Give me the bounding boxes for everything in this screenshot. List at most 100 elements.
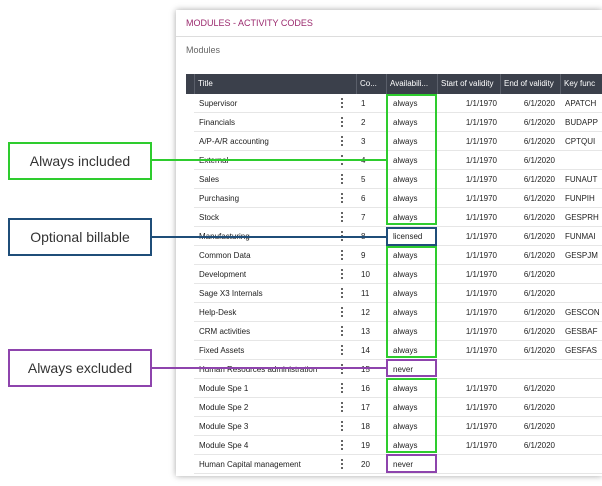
page-title: MODULES - ACTIVITY CODES	[186, 18, 313, 28]
menu-dot[interactable]	[341, 273, 343, 275]
table-cell: 6/1/2020	[523, 99, 555, 108]
menu-dot[interactable]	[341, 98, 343, 100]
menu-dot[interactable]	[341, 315, 343, 317]
menu-dot[interactable]	[341, 349, 343, 351]
table-cell: always	[393, 327, 418, 336]
table-cell: 9	[361, 251, 366, 260]
table-cell: 14	[361, 346, 370, 355]
table-cell: always	[393, 194, 418, 203]
menu-dot[interactable]	[341, 368, 343, 370]
table-cell: always	[393, 251, 418, 260]
menu-dot[interactable]	[341, 307, 343, 309]
menu-dot[interactable]	[341, 231, 343, 233]
table-cell: always	[393, 118, 418, 127]
column-header: Title	[194, 74, 356, 94]
table-cell: always	[393, 213, 418, 222]
table-cell: 1/1/1970	[465, 384, 497, 393]
menu-dot[interactable]	[341, 140, 343, 142]
menu-dot[interactable]	[341, 178, 343, 180]
menu-dot[interactable]	[341, 258, 343, 260]
table-cell	[560, 455, 602, 474]
menu-dot[interactable]	[341, 425, 343, 427]
table-cell: Human Resources administration	[199, 365, 318, 374]
menu-dot[interactable]	[341, 197, 343, 199]
table-cell	[500, 360, 560, 379]
menu-dot[interactable]	[341, 353, 343, 355]
table-cell: 15	[361, 365, 370, 374]
table-cell: always	[393, 384, 418, 393]
table-cell: always	[393, 346, 418, 355]
table-cell: never	[393, 460, 414, 469]
menu-dot[interactable]	[341, 387, 343, 389]
menu-dot[interactable]	[341, 402, 343, 404]
menu-dot[interactable]	[341, 345, 343, 347]
menu-dot[interactable]	[341, 410, 343, 412]
menu-dot[interactable]	[341, 463, 343, 465]
menu-dot[interactable]	[341, 239, 343, 241]
menu-dot[interactable]	[341, 467, 343, 469]
table-cell: 3	[361, 137, 366, 146]
table-cell: 1	[361, 99, 366, 108]
menu-dot[interactable]	[341, 372, 343, 374]
table-cell: 1/1/1970	[465, 289, 497, 298]
table-cell: always	[393, 441, 418, 450]
table-cell	[560, 379, 602, 398]
menu-dot[interactable]	[341, 121, 343, 123]
table-cell: 6/1/2020	[523, 137, 555, 146]
table-cell: 6	[361, 194, 366, 203]
menu-dot[interactable]	[341, 383, 343, 385]
menu-dot[interactable]	[341, 364, 343, 366]
section-title: Modules	[186, 45, 221, 55]
table-cell: 1/1/1970	[465, 213, 497, 222]
menu-dot[interactable]	[341, 125, 343, 127]
menu-dot[interactable]	[341, 444, 343, 446]
menu-dot[interactable]	[341, 254, 343, 256]
menu-dot[interactable]	[341, 448, 343, 450]
menu-dot[interactable]	[341, 250, 343, 252]
menu-dot[interactable]	[341, 102, 343, 104]
menu-dot[interactable]	[341, 174, 343, 176]
table-cell: 17	[361, 403, 370, 412]
menu-dot[interactable]	[341, 106, 343, 108]
menu-dot[interactable]	[341, 117, 343, 119]
menu-dot[interactable]	[341, 201, 343, 203]
menu-dot[interactable]	[341, 155, 343, 157]
table-cell: never	[393, 365, 414, 374]
menu-dot[interactable]	[341, 163, 343, 165]
menu-dot[interactable]	[341, 391, 343, 393]
menu-dot[interactable]	[341, 212, 343, 214]
table-cell: 1/1/1970	[465, 441, 497, 450]
menu-dot[interactable]	[341, 326, 343, 328]
row-divider	[194, 321, 602, 322]
menu-dot[interactable]	[341, 288, 343, 290]
table-cell: Module Spe 1	[199, 384, 249, 393]
menu-dot[interactable]	[341, 182, 343, 184]
menu-dot[interactable]	[341, 269, 343, 271]
menu-dot[interactable]	[341, 136, 343, 138]
table-cell	[560, 436, 602, 455]
menu-dot[interactable]	[341, 296, 343, 298]
table-cell	[560, 265, 602, 284]
menu-dot[interactable]	[341, 421, 343, 423]
table-cell: 5	[361, 175, 366, 184]
table-cell: APATCH	[565, 99, 597, 108]
menu-dot[interactable]	[341, 144, 343, 146]
row-divider	[194, 340, 602, 341]
row-divider	[194, 188, 602, 189]
table-cell: Module Spe 2	[199, 403, 249, 412]
menu-dot[interactable]	[341, 330, 343, 332]
menu-dot[interactable]	[341, 193, 343, 195]
menu-dot[interactable]	[341, 216, 343, 218]
menu-dot[interactable]	[341, 406, 343, 408]
row-divider	[194, 416, 602, 417]
menu-dot[interactable]	[341, 277, 343, 279]
menu-dot[interactable]	[341, 429, 343, 431]
row-divider	[194, 226, 602, 227]
menu-dot[interactable]	[341, 220, 343, 222]
menu-dot[interactable]	[341, 459, 343, 461]
menu-dot[interactable]	[341, 292, 343, 294]
menu-dot[interactable]	[341, 311, 343, 313]
menu-dot[interactable]	[341, 440, 343, 442]
menu-dot[interactable]	[341, 334, 343, 336]
